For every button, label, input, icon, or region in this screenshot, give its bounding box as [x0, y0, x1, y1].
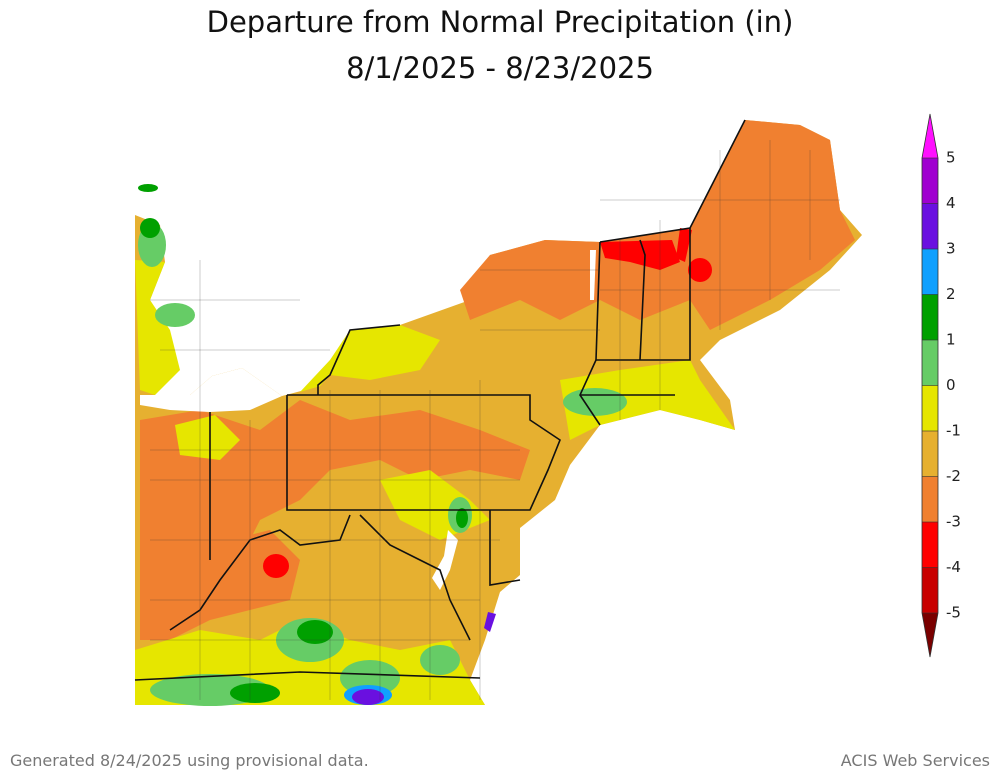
colorbar-band — [922, 567, 938, 613]
county-lines — [150, 140, 840, 700]
region-red — [263, 554, 289, 578]
region-green — [456, 508, 468, 528]
colorbar-band — [922, 249, 938, 295]
region-orange — [140, 510, 300, 640]
state-border — [286, 394, 561, 511]
colorbar-tick-label: 1 — [946, 331, 956, 349]
colorbar-band — [922, 203, 938, 249]
colorbar-under — [922, 613, 938, 657]
region-red — [676, 228, 692, 262]
colorbar-tick-label: -5 — [946, 604, 961, 622]
colorbar-tick-label: 0 — [946, 376, 956, 394]
colorbar-band — [922, 158, 938, 204]
colorbar-band — [922, 476, 938, 522]
title: Departure from Normal Precipitation (in) — [207, 5, 794, 39]
state-border — [489, 510, 521, 586]
colorbar-over — [922, 114, 938, 158]
region-light-green — [420, 645, 460, 675]
region-green — [138, 184, 158, 192]
region-green — [140, 218, 160, 238]
colorbar-tick-label: -2 — [946, 467, 961, 485]
colorbar-band — [922, 340, 938, 386]
colorbar-band — [922, 294, 938, 340]
colorbar-tick-label: 5 — [946, 149, 956, 167]
state-border — [317, 324, 401, 395]
footer-left: Generated 8/24/2025 using provisional da… — [10, 751, 369, 770]
region-yellow — [135, 260, 180, 395]
region-orange — [460, 120, 855, 330]
subtitle: 8/1/2025 - 8/23/2025 — [346, 51, 654, 85]
region-yellow — [560, 360, 735, 440]
precipitation-map — [134, 119, 862, 706]
colorbar-tick-label: 2 — [946, 285, 956, 303]
colorbar-tick-label: -4 — [946, 558, 961, 576]
colorbar-tick-label: -1 — [946, 422, 961, 440]
state-border — [134, 671, 481, 681]
colorbar-tick-label: 3 — [946, 240, 956, 258]
region-yellow — [300, 325, 440, 392]
state-border — [169, 514, 351, 631]
region-green — [297, 620, 333, 644]
region-green — [230, 683, 280, 703]
colorbar-tick-label: 4 — [946, 194, 956, 212]
colorbar-band — [922, 431, 938, 477]
colorbar-band — [922, 385, 938, 431]
footer-right: ACIS Web Services — [841, 751, 990, 770]
region-light-green — [155, 303, 195, 327]
region-yellow — [175, 415, 240, 460]
colorbar-band — [922, 522, 938, 568]
lake — [140, 368, 282, 412]
bay — [432, 530, 458, 590]
colorbar: 5 4 3 2 1 0 -1 -2 -3 -4 -5 — [921, 113, 961, 658]
state-border — [639, 239, 646, 361]
colorbar-tick-label: -3 — [946, 513, 961, 531]
region-light-green — [563, 388, 627, 416]
region-purple — [352, 689, 384, 705]
river — [590, 250, 596, 300]
region-red — [688, 258, 712, 282]
region-purple — [484, 612, 496, 632]
